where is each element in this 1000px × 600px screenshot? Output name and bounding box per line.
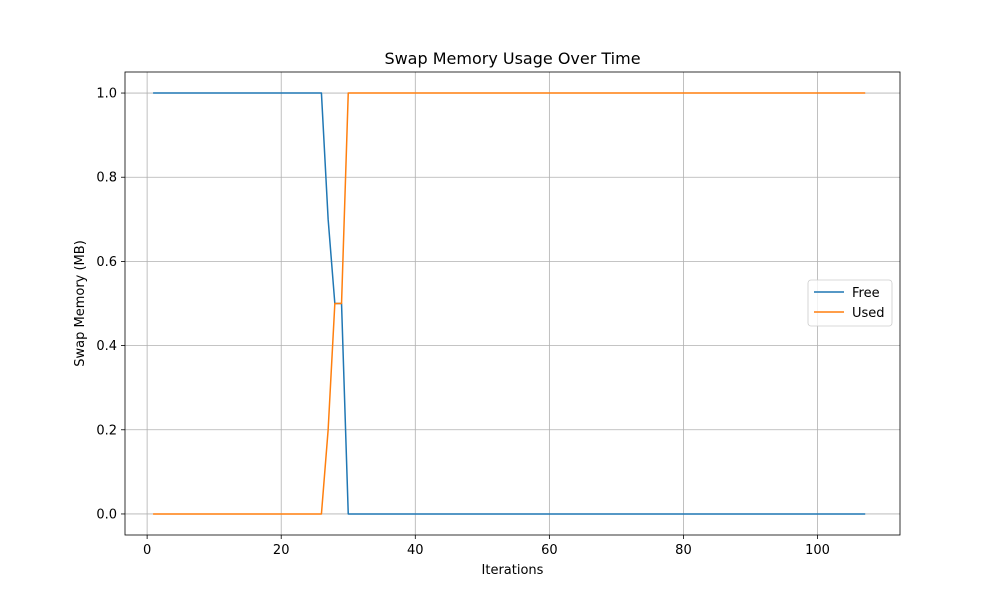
y-tick-label: 0.4 xyxy=(96,339,117,354)
x-tick-label: 80 xyxy=(675,543,692,558)
x-tick-label: 0 xyxy=(143,543,151,558)
y-tick-label: 0.0 xyxy=(96,507,117,522)
chart-title: Swap Memory Usage Over Time xyxy=(384,49,640,68)
series-line-used xyxy=(153,92,866,515)
y-tick-label: 0.6 xyxy=(96,255,117,270)
legend: Free Used xyxy=(807,279,893,327)
legend-label-free: Free xyxy=(852,286,880,301)
legend-label-used: Used xyxy=(852,306,885,321)
y-tick-label: 0.2 xyxy=(96,423,117,438)
ticks: 0 20 40 60 80 100 0.0 0.2 0.4 0.6 0.8 1.0 xyxy=(96,87,830,558)
x-tick-label: 100 xyxy=(805,543,830,558)
x-axis-title: Iterations xyxy=(482,563,544,578)
series-layer xyxy=(153,92,866,515)
x-tick-label: 40 xyxy=(407,543,424,558)
y-axis-title: Swap Memory (MB) xyxy=(73,240,88,367)
x-tick-label: 20 xyxy=(273,543,290,558)
x-tick-label: 60 xyxy=(541,543,558,558)
y-tick-label: 1.0 xyxy=(96,87,117,102)
y-tick-label: 0.8 xyxy=(96,171,117,186)
plot-area-frame xyxy=(124,71,901,536)
